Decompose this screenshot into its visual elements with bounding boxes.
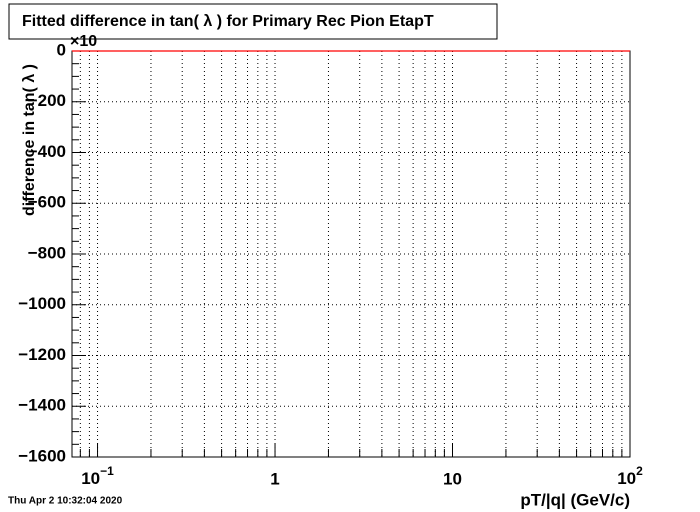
- x-tick-label: 102: [617, 464, 643, 488]
- y-tick-label: −1600: [18, 446, 66, 465]
- y-tick-label: −1400: [18, 396, 66, 415]
- y-axis-label: difference in tan( λ ): [21, 64, 38, 216]
- tick-exponent: −1: [100, 464, 114, 478]
- chart-title: Fitted difference in tan( λ ) for Primar…: [22, 13, 434, 30]
- y-tick-label: −200: [28, 91, 66, 110]
- tick-base: 10: [617, 469, 636, 488]
- x-tick-label: 10: [443, 469, 462, 488]
- timestamp: Thu Apr 2 10:32:04 2020: [8, 496, 123, 507]
- y-tick-label: 0: [57, 40, 66, 59]
- y-tick-label: −400: [28, 142, 66, 161]
- title-box: [8, 3, 498, 40]
- y-tick-label: −800: [28, 243, 66, 262]
- x-tick-label: 1: [270, 469, 279, 488]
- y-tick-label: −1000: [18, 294, 66, 313]
- y-tick-label: −600: [28, 193, 66, 212]
- tick-exponent: 2: [636, 464, 643, 478]
- tick-base: 10: [81, 469, 100, 488]
- y-tick-label: −1200: [18, 345, 66, 364]
- y-multiplier: ×10: [70, 33, 97, 50]
- x-tick-label: 10−1: [81, 464, 114, 488]
- x-axis-label: pT/|q| (GeV/c): [520, 490, 630, 509]
